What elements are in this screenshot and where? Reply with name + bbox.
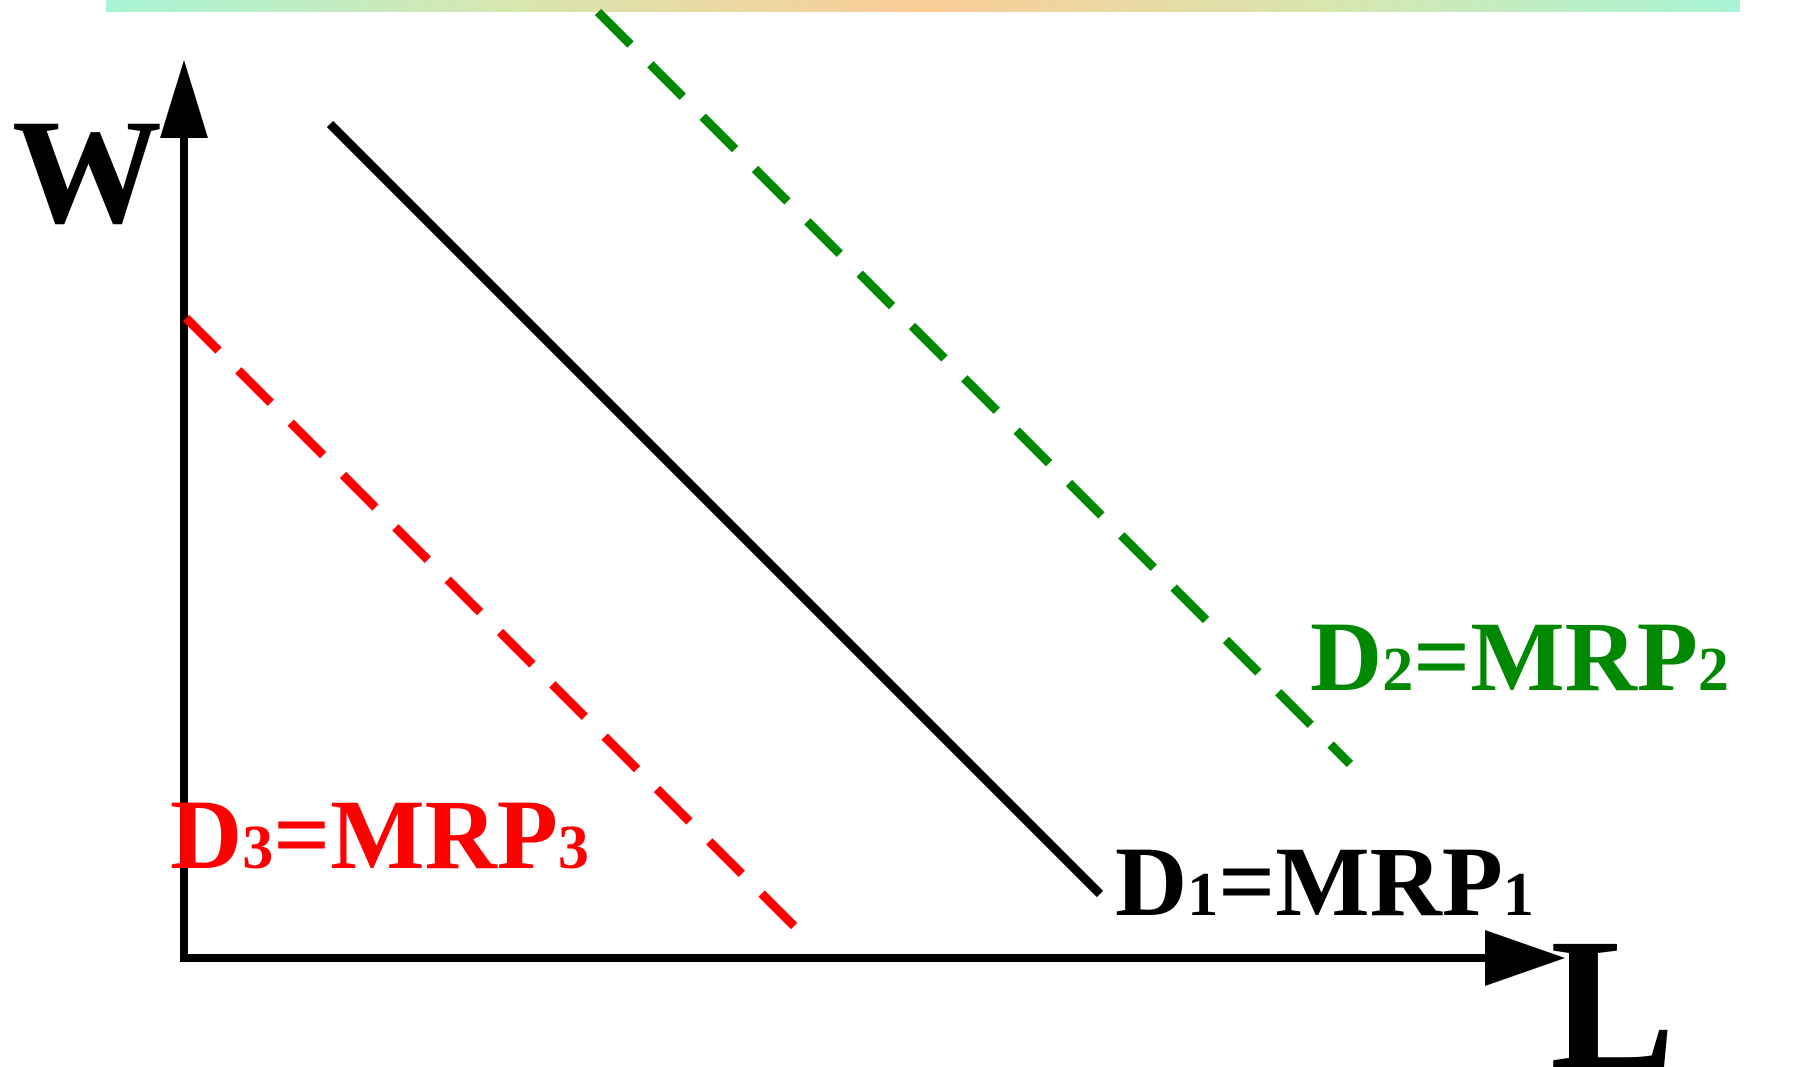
- y-axis-arrow-icon: [160, 60, 208, 138]
- d2-label-sub2: 2: [1698, 636, 1729, 704]
- d1-label-sub: 1: [1187, 861, 1218, 929]
- d1-label-sub2: 1: [1503, 861, 1534, 929]
- d2-label-mid: =MRP: [1413, 601, 1698, 712]
- d3-label-mid: =MRP: [273, 779, 558, 890]
- d3-label: D3=MRP3: [170, 779, 589, 890]
- decorative-gradient-bar: [106, 0, 1740, 12]
- d1-label-main: D: [1115, 826, 1187, 937]
- d3-label-sub: 3: [242, 814, 273, 882]
- d3-label-sub2: 3: [558, 814, 589, 882]
- x-axis-label: L: [1550, 899, 1675, 1067]
- d1-label-mid: =MRP: [1218, 826, 1503, 937]
- d3-label-main: D: [170, 779, 242, 890]
- y-axis-label: W: [12, 89, 162, 255]
- x-axis-arrow-icon: [1485, 930, 1565, 986]
- d1-curve: [326, 120, 1104, 898]
- d2-curve: [594, 8, 1354, 768]
- d2-label: D2=MRP2: [1310, 601, 1729, 712]
- d1-label: D1=MRP1: [1115, 826, 1534, 937]
- d2-label-main: D: [1310, 601, 1382, 712]
- d2-label-sub: 2: [1382, 636, 1413, 704]
